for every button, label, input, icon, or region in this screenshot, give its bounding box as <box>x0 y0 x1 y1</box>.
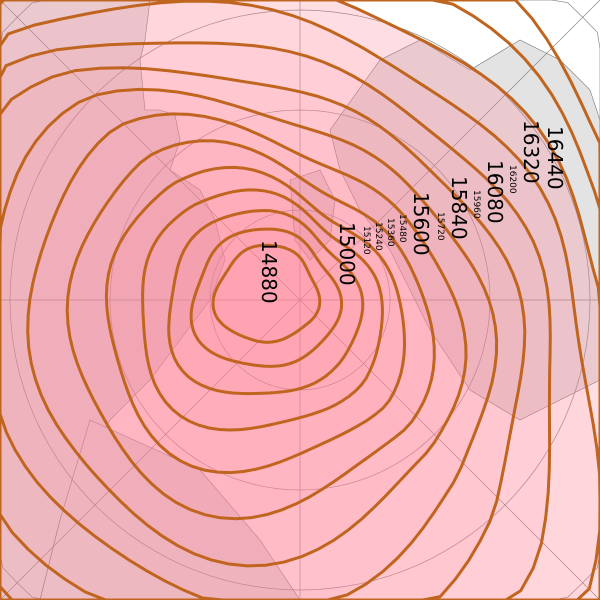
contour-line-14880 <box>211 243 322 344</box>
label-15840: 15840 <box>447 176 471 240</box>
label-15360: 15360 <box>385 218 395 247</box>
label-16080: 16080 <box>483 160 507 224</box>
contour-fill-15960 <box>0 42 551 600</box>
contour-line-15360 <box>104 165 407 475</box>
contour-fill-15720 <box>0 89 497 600</box>
label-15720: 15720 <box>435 212 445 241</box>
latitude-circle-2 <box>109 109 491 491</box>
label-15000: 15000 <box>335 222 359 286</box>
label-16320: 16320 <box>519 120 543 184</box>
contour-line-15840 <box>0 66 527 600</box>
contour-fill-15360 <box>106 167 405 473</box>
contour-line-15720 <box>0 87 499 600</box>
contour-fill-14880 <box>213 245 320 343</box>
contour-fill-15600 <box>27 113 466 566</box>
contour-line-15960 <box>0 41 552 600</box>
label-15240: 15240 <box>373 222 383 251</box>
label-15120: 15120 <box>361 226 371 255</box>
latitude-circle-3 <box>9 9 591 591</box>
label-15960: 15960 <box>471 190 481 219</box>
latitude-circle-1 <box>209 209 391 391</box>
contour-fill-15840 <box>0 67 525 600</box>
contour-line-15120 <box>167 208 365 396</box>
label-14880: 14880 <box>257 240 281 304</box>
contour-line-15600 <box>26 112 468 568</box>
contour-line-15240 <box>141 188 384 432</box>
label-16440: 16440 <box>543 126 567 190</box>
contour-line-15000 <box>189 227 344 368</box>
contour-labels: 14880 15000 15120 15240 15360 15480 1560… <box>257 120 567 304</box>
label-16200: 16200 <box>507 165 517 194</box>
contour-fill-15240 <box>142 189 383 430</box>
label-15600: 15600 <box>409 192 433 256</box>
land-north-america <box>329 39 600 421</box>
contour-line-15480 <box>65 139 436 521</box>
label-15480: 15480 <box>397 214 407 243</box>
